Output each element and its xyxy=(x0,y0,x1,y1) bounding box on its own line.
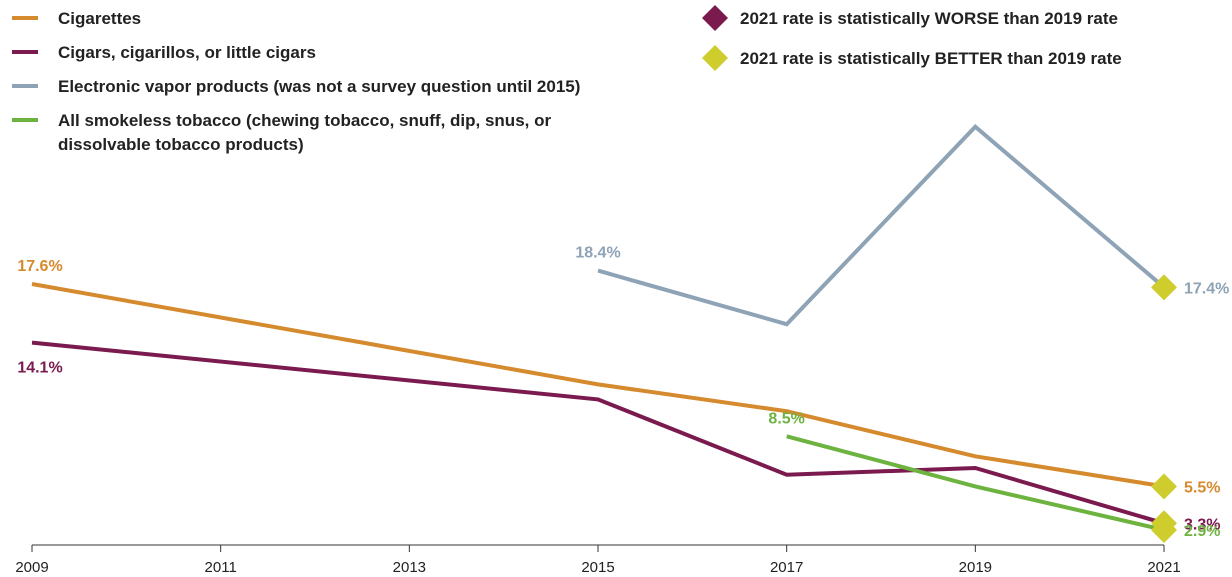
legend-label-cigarettes: Cigarettes xyxy=(58,9,141,28)
x-tick-label-2021: 2021 xyxy=(1147,559,1180,576)
data-label-cigars-2009: 14.1% xyxy=(17,360,62,377)
marker-smokeless-2021 xyxy=(1151,516,1177,543)
series-line-cigars xyxy=(31,340,1165,526)
data-label-cigarettes-2021: 5.5% xyxy=(1184,479,1220,496)
x-tick-label-2017: 2017 xyxy=(770,559,803,576)
x-tick-label-2019: 2019 xyxy=(959,559,992,576)
marker-legend-worse-label: 2021 rate is statistically WORSE than 20… xyxy=(740,9,1118,28)
plot-lines xyxy=(31,123,1166,532)
marker-vapor-2021 xyxy=(1151,274,1177,301)
data-label-cigars-2021: 3.3% xyxy=(1184,516,1220,533)
marker-legend-better-label: 2021 rate is statistically BETTER than 2… xyxy=(740,49,1122,68)
series-line-cigarettes xyxy=(31,282,1165,489)
x-tick-label-2009: 2009 xyxy=(15,559,48,576)
legend-label-cigars: Cigars, cigarillos, or little cigars xyxy=(58,43,316,62)
data-label-vapor-2021: 17.4% xyxy=(1184,280,1229,297)
legend-label-smokeless: All smokeless tobacco (chewing tobacco, … xyxy=(58,111,551,130)
data-label-smokeless-2021: 2.9% xyxy=(1184,523,1220,540)
legend-label-vapor: Electronic vapor products (was not a sur… xyxy=(58,77,580,96)
x-tick-label-2015: 2015 xyxy=(581,559,614,576)
plot-markers xyxy=(1151,274,1177,543)
plot-labels: 17.6% 5.5% 14.1% 3.3% 18.4% 17.4% 8.5% 2.9% xyxy=(17,245,1229,540)
legend-label-smokeless: dissolvable tobacco products) xyxy=(58,135,304,154)
x-tick-label-2013: 2013 xyxy=(393,559,426,576)
series-legend: Cigarettes Cigars, cigarillos, or little … xyxy=(12,9,580,154)
series-line-smokeless xyxy=(786,434,1165,532)
x-axis: 2009 2011 2013 2015 2017 2019 2021 xyxy=(15,544,1181,576)
x-tick-label-2011: 2011 xyxy=(205,559,237,576)
marker-legend-worse-diamond xyxy=(702,5,728,31)
data-label-cigarettes-2009: 17.6% xyxy=(17,258,62,275)
marker-cigarettes-2021 xyxy=(1151,473,1177,500)
series-line-vapor xyxy=(597,123,1166,327)
marker-legend-better-diamond xyxy=(702,45,728,71)
data-label-smokeless-2017: 8.5% xyxy=(768,410,804,427)
data-label-vapor-2015: 18.4% xyxy=(575,245,620,262)
marker-legend: 2021 rate is statistically WORSE than 20… xyxy=(702,5,1122,71)
